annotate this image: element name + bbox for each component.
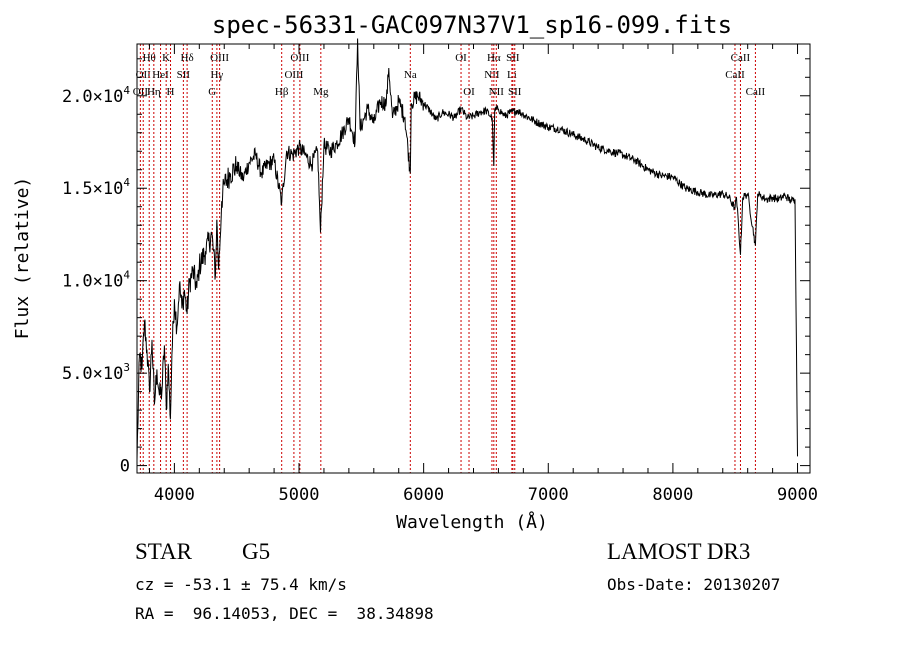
x-axis-label: Wavelength (Å)	[396, 511, 548, 533]
obs-date: Obs-Date: 20130207	[607, 575, 781, 594]
redshift-readout: cz = -53.1 ± 75.4 km/s	[135, 575, 347, 594]
line-label-13: OIII	[284, 69, 303, 81]
line-label-26: CaII	[731, 52, 751, 64]
line-label-2: Hθ	[143, 52, 156, 64]
line-label-22: Li	[507, 69, 517, 81]
line-label-16: Na	[404, 69, 417, 81]
x-tick-label-4: 8000	[652, 485, 693, 505]
line-label-8: Hδ	[181, 52, 194, 64]
line-label-1: OII	[136, 69, 152, 81]
line-label-4: HeI	[152, 69, 169, 81]
y-tick-label-3: 1.5×104	[62, 176, 130, 199]
y-tick-label-2: 1.0×104	[62, 269, 130, 292]
line-label-25: CaII	[725, 69, 745, 81]
series-spectrum	[136, 38, 798, 461]
line-label-15: Mg	[313, 86, 329, 98]
line-label-9: G	[208, 86, 216, 98]
line-label-3: Hη	[147, 86, 161, 98]
y-axis-label: Flux (relative)	[12, 177, 33, 340]
y-tick-label-0: 0	[120, 457, 130, 477]
line-label-24: SII	[508, 86, 522, 98]
x-tick-label-0: 4000	[154, 485, 195, 505]
line-label-20: Hα	[487, 52, 501, 64]
line-label-5: K	[162, 52, 170, 64]
line-label-23: SII	[506, 52, 520, 64]
line-label-7: SII	[177, 69, 191, 81]
line-label-21: NII	[489, 86, 505, 98]
line-label-10: Hγ	[210, 69, 223, 81]
line-label-19: NII	[484, 69, 500, 81]
x-tick-label-5: 9000	[777, 485, 818, 505]
x-tick-label-2: 6000	[403, 485, 444, 505]
line-label-27: CaII	[746, 86, 766, 98]
coordinates: RA = 96.14053, DEC = 38.34898	[135, 604, 434, 623]
chart-title: spec-56331-GAC097N37V1_sp16-099.fits	[212, 11, 732, 39]
line-label-12: Hβ	[275, 86, 289, 98]
y-axis: 0 5.0×103 1.0×104 1.5×104 2.0×104	[62, 58, 810, 477]
spectrum-series	[136, 38, 798, 461]
line-label-18: OI	[463, 86, 475, 98]
class-label: STAR	[135, 539, 192, 564]
x-tick-label-3: 7000	[528, 485, 569, 505]
x-axis: 4000 5000 6000 7000 8000 9000	[148, 44, 818, 505]
line-label-17: OI	[455, 52, 467, 64]
line-label-6: H	[167, 86, 175, 98]
line-label-11: OIII	[210, 52, 229, 64]
line-markers: OIIOIIHθHηHeIKHSIIHδGHγOIIIHβOIIIOIIIMgN…	[133, 44, 766, 473]
y-tick-label-4: 2.0×104	[62, 84, 130, 107]
y-tick-label-1: 5.0×103	[62, 361, 130, 384]
plot-frame	[136, 43, 811, 474]
line-label-14: OIII	[290, 52, 309, 64]
subclass-label: G5	[242, 539, 271, 564]
survey-label: LAMOST DR3	[607, 539, 751, 564]
x-tick-label-1: 5000	[279, 485, 320, 505]
